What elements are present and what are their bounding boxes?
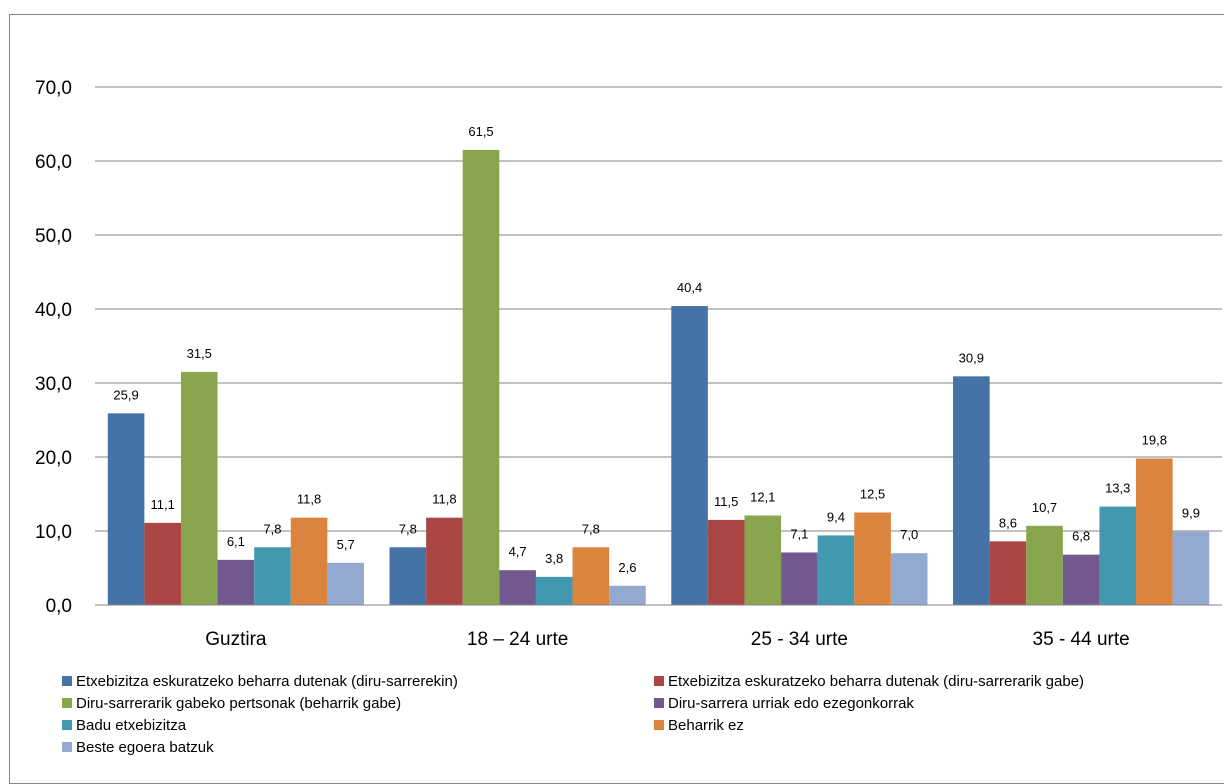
data-label: 7,8 <box>399 521 417 536</box>
legend-label: Beharrik ez <box>668 717 744 734</box>
data-label: 13,3 <box>1105 481 1130 496</box>
legend-label: Etxebizitza eskuratzeko beharra dutenak … <box>668 673 1084 690</box>
legend-item: Badu etxebizitza <box>62 717 187 734</box>
legend-item: Diru-sarrerarik gabeko pertsonak (beharr… <box>62 695 401 712</box>
bar <box>217 559 255 605</box>
bar <box>707 519 745 605</box>
bar <box>327 562 364 605</box>
bar <box>426 517 463 605</box>
bar <box>144 522 181 605</box>
data-label: 12,1 <box>750 489 775 504</box>
data-label: 7,1 <box>790 526 808 541</box>
bar <box>389 547 427 605</box>
data-label: 19,8 <box>1142 432 1167 447</box>
x-tick-label: 18 – 24 urte <box>467 629 568 650</box>
data-label: 11,1 <box>151 497 175 512</box>
legend-item: Etxebizitza eskuratzeko beharra dutenak … <box>62 673 458 690</box>
bar <box>254 547 291 605</box>
bar <box>817 535 855 605</box>
bars: 25,9 11,1 31,5 6,1 7,8 11,8 5,7 7,8 11,8 61,5 4,7 3… <box>107 124 1210 605</box>
x-tick-label: 35 - 44 urte <box>1033 629 1130 650</box>
data-label: 61,5 <box>468 124 493 139</box>
data-label: 6,1 <box>227 534 245 549</box>
y-tick-label: 0,0 <box>46 596 72 617</box>
data-label: 8,6 <box>999 515 1017 530</box>
bar <box>180 371 218 605</box>
legend-swatch <box>62 742 72 752</box>
bar <box>107 413 145 605</box>
x-tick-label: 25 - 34 urte <box>751 629 848 650</box>
data-label: 7,8 <box>582 521 600 536</box>
y-tick-label: 60,0 <box>35 152 72 173</box>
bar <box>572 547 610 605</box>
data-label: 11,8 <box>297 492 321 507</box>
data-label: 12,5 <box>860 487 885 502</box>
legend-swatch <box>654 676 664 686</box>
bar <box>1136 458 1173 605</box>
bar <box>671 306 708 605</box>
bar <box>290 517 328 605</box>
y-tick-label: 10,0 <box>35 522 72 543</box>
legend-label: Etxebizitza eskuratzeko beharra dutenak … <box>76 673 458 690</box>
data-label: 7,8 <box>263 521 281 536</box>
data-label: 5,7 <box>337 537 355 552</box>
data-label: 2,6 <box>618 560 636 575</box>
y-tick-label: 20,0 <box>35 448 72 469</box>
bar <box>535 576 573 605</box>
legend-label: Diru-sarrera urriak edo ezegonkorrak <box>668 695 914 712</box>
legend-label: Badu etxebizitza <box>76 717 187 734</box>
bar <box>1026 525 1063 605</box>
data-label: 6,8 <box>1072 529 1090 544</box>
bar <box>609 585 646 605</box>
legend-item: Beharrik ez <box>654 717 744 734</box>
data-label: 40,4 <box>677 280 702 295</box>
legend-item: Etxebizitza eskuratzeko beharra dutenak … <box>654 673 1084 690</box>
legend-swatch <box>62 698 72 708</box>
y-tick-label: 30,0 <box>35 374 72 395</box>
data-label: 9,9 <box>1182 506 1200 521</box>
data-label: 10,7 <box>1032 500 1057 515</box>
legend-swatch <box>654 720 664 730</box>
data-label: 7,0 <box>900 527 918 542</box>
x-tick-label: Guztira <box>205 629 267 650</box>
data-label: 9,4 <box>827 509 845 524</box>
bar <box>462 149 500 605</box>
bar <box>854 512 891 605</box>
axes: 0,0 10,0 20,0 30,0 40,0 50,0 60,0 70,0 Guztira 18… <box>35 78 1222 650</box>
data-label: 31,5 <box>187 346 212 361</box>
legend-swatch <box>62 720 72 730</box>
bar <box>1062 554 1100 605</box>
bar <box>781 552 818 605</box>
y-tick-label: 50,0 <box>35 226 72 247</box>
data-label: 3,8 <box>545 551 563 566</box>
legend: Etxebizitza eskuratzeko beharra dutenak … <box>62 673 1084 756</box>
data-label: 25,9 <box>113 387 138 402</box>
bar <box>953 376 990 605</box>
data-label: 11,5 <box>714 494 738 509</box>
data-label: 4,7 <box>509 544 527 559</box>
legend-label: Beste egoera batzuk <box>76 739 214 756</box>
y-tick-label: 70,0 <box>35 78 72 99</box>
legend-label: Diru-sarrerarik gabeko pertsonak (beharr… <box>76 695 401 712</box>
data-label: 11,8 <box>432 492 456 507</box>
legend-item: Diru-sarrera urriak edo ezegonkorrak <box>654 695 914 712</box>
bar <box>890 553 928 605</box>
legend-item: Beste egoera batzuk <box>62 739 214 756</box>
legend-swatch <box>654 698 664 708</box>
legend-swatch <box>62 676 72 686</box>
data-label: 30,9 <box>959 350 984 365</box>
bar <box>1172 531 1210 605</box>
bar <box>989 541 1027 605</box>
y-tick-label: 40,0 <box>35 300 72 321</box>
bar <box>744 515 782 605</box>
bar <box>499 570 536 605</box>
bar <box>1099 506 1137 605</box>
